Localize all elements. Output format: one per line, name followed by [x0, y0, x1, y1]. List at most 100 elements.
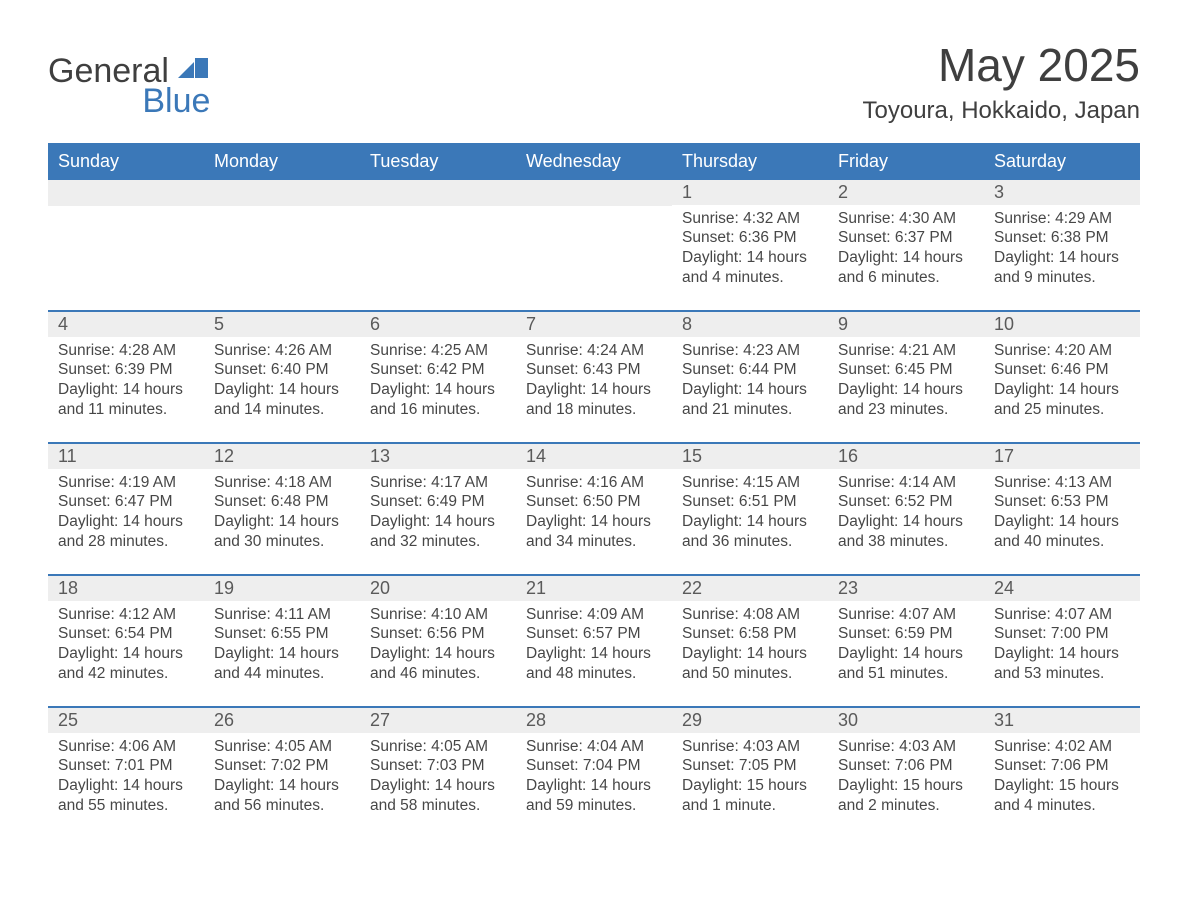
day1-text: Daylight: 14 hours — [994, 644, 1130, 664]
day-cell: 30Sunrise: 4:03 AMSunset: 7:06 PMDayligh… — [828, 708, 984, 838]
day2-text: and 40 minutes. — [994, 532, 1130, 552]
day2-text: and 38 minutes. — [838, 532, 974, 552]
day-number: 12 — [204, 444, 360, 469]
day-cell: 19Sunrise: 4:11 AMSunset: 6:55 PMDayligh… — [204, 576, 360, 706]
day-details: Sunrise: 4:24 AMSunset: 6:43 PMDaylight:… — [516, 337, 672, 428]
weekday-header: Thursday — [672, 145, 828, 178]
day2-text: and 55 minutes. — [58, 796, 194, 816]
day-cell: 31Sunrise: 4:02 AMSunset: 7:06 PMDayligh… — [984, 708, 1140, 838]
day2-text: and 42 minutes. — [58, 664, 194, 684]
day1-text: Daylight: 14 hours — [526, 644, 662, 664]
day-number — [48, 180, 204, 206]
sunset-text: Sunset: 6:39 PM — [58, 360, 194, 380]
day-number: 9 — [828, 312, 984, 337]
sunset-text: Sunset: 6:37 PM — [838, 228, 974, 248]
sunrise-text: Sunrise: 4:06 AM — [58, 737, 194, 757]
day-details: Sunrise: 4:14 AMSunset: 6:52 PMDaylight:… — [828, 469, 984, 560]
day-number: 7 — [516, 312, 672, 337]
day-cell: 27Sunrise: 4:05 AMSunset: 7:03 PMDayligh… — [360, 708, 516, 838]
day1-text: Daylight: 14 hours — [214, 380, 350, 400]
sunset-text: Sunset: 6:53 PM — [994, 492, 1130, 512]
day-number: 11 — [48, 444, 204, 469]
sunset-text: Sunset: 6:43 PM — [526, 360, 662, 380]
day-details: Sunrise: 4:03 AMSunset: 7:05 PMDaylight:… — [672, 733, 828, 824]
sunrise-text: Sunrise: 4:14 AM — [838, 473, 974, 493]
day2-text: and 30 minutes. — [214, 532, 350, 552]
day1-text: Daylight: 14 hours — [682, 644, 818, 664]
sunset-text: Sunset: 6:49 PM — [370, 492, 506, 512]
day-cell: 20Sunrise: 4:10 AMSunset: 6:56 PMDayligh… — [360, 576, 516, 706]
day-details: Sunrise: 4:13 AMSunset: 6:53 PMDaylight:… — [984, 469, 1140, 560]
day1-text: Daylight: 14 hours — [526, 512, 662, 532]
sunrise-text: Sunrise: 4:13 AM — [994, 473, 1130, 493]
sunset-text: Sunset: 7:06 PM — [994, 756, 1130, 776]
empty-day-cell — [204, 180, 360, 310]
day1-text: Daylight: 14 hours — [838, 644, 974, 664]
day-number: 17 — [984, 444, 1140, 469]
day1-text: Daylight: 14 hours — [994, 248, 1130, 268]
sunset-text: Sunset: 7:04 PM — [526, 756, 662, 776]
day-details: Sunrise: 4:21 AMSunset: 6:45 PMDaylight:… — [828, 337, 984, 428]
day-cell: 16Sunrise: 4:14 AMSunset: 6:52 PMDayligh… — [828, 444, 984, 574]
day2-text: and 4 minutes. — [994, 796, 1130, 816]
day-cell: 25Sunrise: 4:06 AMSunset: 7:01 PMDayligh… — [48, 708, 204, 838]
day1-text: Daylight: 14 hours — [838, 380, 974, 400]
day-details: Sunrise: 4:06 AMSunset: 7:01 PMDaylight:… — [48, 733, 204, 824]
day1-text: Daylight: 14 hours — [838, 248, 974, 268]
day-cell: 6Sunrise: 4:25 AMSunset: 6:42 PMDaylight… — [360, 312, 516, 442]
day-cell: 14Sunrise: 4:16 AMSunset: 6:50 PMDayligh… — [516, 444, 672, 574]
day-details: Sunrise: 4:25 AMSunset: 6:42 PMDaylight:… — [360, 337, 516, 428]
day-number — [516, 180, 672, 206]
day2-text: and 14 minutes. — [214, 400, 350, 420]
sunrise-text: Sunrise: 4:30 AM — [838, 209, 974, 229]
day1-text: Daylight: 14 hours — [58, 512, 194, 532]
day-details: Sunrise: 4:15 AMSunset: 6:51 PMDaylight:… — [672, 469, 828, 560]
sunrise-text: Sunrise: 4:24 AM — [526, 341, 662, 361]
day2-text: and 46 minutes. — [370, 664, 506, 684]
day2-text: and 2 minutes. — [838, 796, 974, 816]
day-number: 6 — [360, 312, 516, 337]
day-cell: 29Sunrise: 4:03 AMSunset: 7:05 PMDayligh… — [672, 708, 828, 838]
sunset-text: Sunset: 6:58 PM — [682, 624, 818, 644]
sunrise-text: Sunrise: 4:28 AM — [58, 341, 194, 361]
day-details: Sunrise: 4:26 AMSunset: 6:40 PMDaylight:… — [204, 337, 360, 428]
day-number: 30 — [828, 708, 984, 733]
sunrise-text: Sunrise: 4:20 AM — [994, 341, 1130, 361]
weekday-header-row: SundayMondayTuesdayWednesdayThursdayFrid… — [48, 145, 1140, 178]
sunrise-text: Sunrise: 4:15 AM — [682, 473, 818, 493]
sunset-text: Sunset: 6:46 PM — [994, 360, 1130, 380]
sunrise-text: Sunrise: 4:04 AM — [526, 737, 662, 757]
sunrise-text: Sunrise: 4:03 AM — [838, 737, 974, 757]
day1-text: Daylight: 14 hours — [214, 644, 350, 664]
sunset-text: Sunset: 6:36 PM — [682, 228, 818, 248]
day2-text: and 4 minutes. — [682, 268, 818, 288]
day-details: Sunrise: 4:07 AMSunset: 7:00 PMDaylight:… — [984, 601, 1140, 692]
day2-text: and 56 minutes. — [214, 796, 350, 816]
day2-text: and 34 minutes. — [526, 532, 662, 552]
empty-day-cell — [516, 180, 672, 310]
day2-text: and 36 minutes. — [682, 532, 818, 552]
day-details: Sunrise: 4:32 AMSunset: 6:36 PMDaylight:… — [672, 205, 828, 296]
sunset-text: Sunset: 6:55 PM — [214, 624, 350, 644]
sunrise-text: Sunrise: 4:29 AM — [994, 209, 1130, 229]
day1-text: Daylight: 15 hours — [994, 776, 1130, 796]
day-cell: 24Sunrise: 4:07 AMSunset: 7:00 PMDayligh… — [984, 576, 1140, 706]
day-details: Sunrise: 4:23 AMSunset: 6:44 PMDaylight:… — [672, 337, 828, 428]
top-bar: General Blue May 2025 Toyoura, Hokkaido,… — [48, 40, 1140, 125]
day-number: 14 — [516, 444, 672, 469]
day-details: Sunrise: 4:03 AMSunset: 7:06 PMDaylight:… — [828, 733, 984, 824]
sunrise-text: Sunrise: 4:21 AM — [838, 341, 974, 361]
empty-day-cell — [48, 180, 204, 310]
day2-text: and 11 minutes. — [58, 400, 194, 420]
day1-text: Daylight: 14 hours — [214, 776, 350, 796]
sunset-text: Sunset: 6:51 PM — [682, 492, 818, 512]
day1-text: Daylight: 14 hours — [214, 512, 350, 532]
day1-text: Daylight: 14 hours — [994, 512, 1130, 532]
day-cell: 1Sunrise: 4:32 AMSunset: 6:36 PMDaylight… — [672, 180, 828, 310]
day-details: Sunrise: 4:18 AMSunset: 6:48 PMDaylight:… — [204, 469, 360, 560]
day-number: 20 — [360, 576, 516, 601]
day-number: 10 — [984, 312, 1140, 337]
day1-text: Daylight: 14 hours — [526, 776, 662, 796]
day-cell: 18Sunrise: 4:12 AMSunset: 6:54 PMDayligh… — [48, 576, 204, 706]
day-number: 22 — [672, 576, 828, 601]
